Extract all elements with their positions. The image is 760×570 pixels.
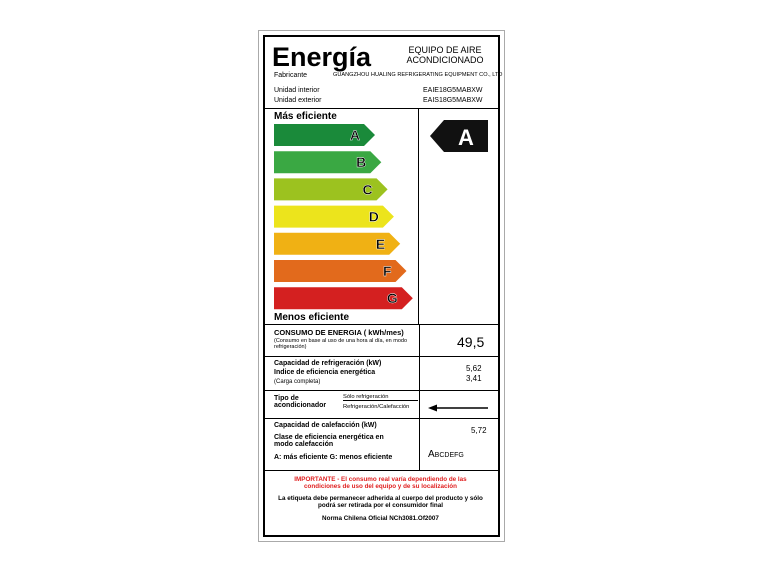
class-bar — [274, 178, 388, 201]
option: Refrigeración/Calefacción — [343, 404, 410, 410]
scale-label: Menos eficiente — [274, 312, 350, 323]
class-letter: A — [350, 127, 360, 143]
rule — [263, 390, 498, 391]
rule — [263, 418, 498, 419]
label: Unidad exterior — [274, 97, 322, 104]
rule — [263, 108, 498, 109]
class-bar — [274, 232, 401, 255]
class-bar — [274, 205, 394, 228]
value: EAIS18G5MABXW — [423, 97, 483, 104]
label: Capacidad de calefacción (kW) — [274, 422, 377, 429]
value: 5,72 — [471, 426, 487, 435]
label: Indice de eficiencia energética — [274, 369, 376, 376]
scale-label: Más eficiente — [274, 111, 337, 122]
label: Clase de eficiencia energética en modo c… — [274, 434, 384, 448]
selector-arrow — [428, 404, 488, 412]
class-active: A — [428, 449, 435, 460]
important: IMPORTANTE - El consumo real varía depen… — [294, 476, 467, 490]
class-letter: D — [369, 209, 379, 225]
label: Tipo de acondicionador — [274, 395, 327, 409]
rule — [263, 356, 498, 357]
value: EAIE18G5MABXW — [423, 87, 483, 94]
class-bar — [274, 260, 407, 282]
rule — [263, 470, 498, 471]
label: CONSUMO DE ENERGIA ( kWh/mes) — [274, 328, 404, 337]
product-line: ACONDICIONADO — [406, 55, 484, 65]
class-letter: B — [356, 154, 366, 170]
value: GUANGZHOU HUALING REFRIGERATING EQUIPMEN… — [333, 72, 503, 78]
label: Capacidad de refrigeración (kW) — [274, 360, 382, 367]
label-outer — [258, 30, 505, 542]
rating-letter: A — [458, 125, 474, 150]
class-letter: E — [376, 236, 385, 252]
class-letter: F — [383, 263, 392, 279]
value: 5,62 — [466, 364, 482, 373]
rule — [263, 324, 498, 325]
product-line: EQUIPO DE AIRE — [408, 45, 482, 55]
value: 3,41 — [466, 374, 482, 383]
heating-class: ABCDEFG — [428, 449, 464, 460]
note: (Consumo en base al uso de una hora al d… — [274, 338, 408, 350]
rating-arrow — [430, 120, 488, 152]
note: (Carga completa) — [274, 379, 321, 385]
legend: A: más eficiente G: menos eficiente — [274, 454, 393, 461]
value: 49,5 — [457, 334, 485, 350]
title: Energía — [272, 42, 372, 72]
rule — [419, 325, 420, 471]
label: Unidad interior — [274, 87, 320, 94]
class-bar — [274, 151, 382, 174]
class-letter: C — [362, 181, 372, 197]
label-inner — [263, 35, 500, 537]
class-rest: BCDEFG — [434, 452, 464, 459]
norm: Norma Chilena Oficial NCh3081.Of2007 — [322, 515, 439, 522]
class-letter: G — [387, 290, 398, 306]
class-bar — [274, 287, 413, 310]
notice: La etiqueta debe permanecer adherida al … — [278, 495, 483, 509]
product: EQUIPO DE AIRE ACONDICIONADO — [400, 45, 490, 65]
rule — [418, 109, 419, 324]
label: Fabricante — [274, 72, 308, 79]
option: Sólo refrigeración — [343, 394, 418, 401]
class-bar — [274, 124, 375, 146]
